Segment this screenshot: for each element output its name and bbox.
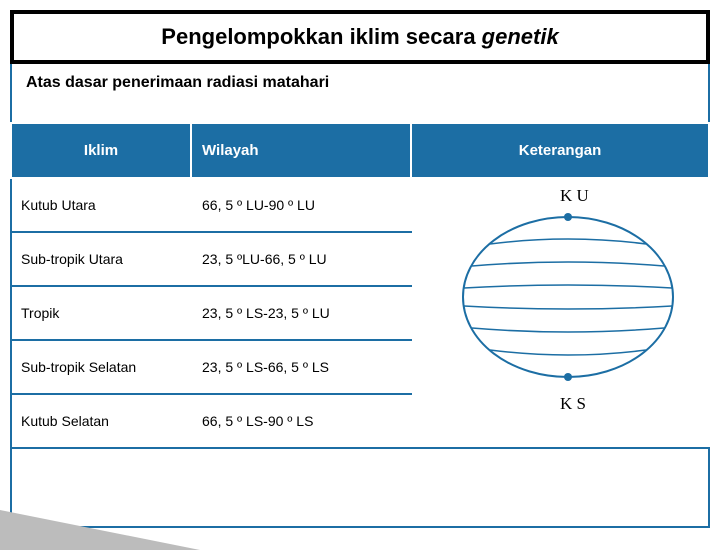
cell-iklim: Kutub Utara: [11, 178, 191, 232]
slide-frame: Pengelompokkan iklim secara genetik Atas…: [10, 10, 710, 528]
title-text: Pengelompokkan iklim secara genetik: [161, 24, 558, 49]
cell-wilayah: 23, 5 º LS-66, 5 º LS: [191, 340, 411, 394]
title-box: Pengelompokkan iklim secara genetik: [10, 10, 710, 64]
cell-wilayah: 66, 5 º LS-90 º LS: [191, 394, 411, 448]
cell-wilayah: 23, 5 ºLU-66, 5 º LU: [191, 232, 411, 286]
accent-triangle: [0, 510, 200, 550]
table-header-row: Iklim Wilayah Keterangan: [11, 123, 709, 178]
ks-label: K S: [560, 394, 586, 414]
title-prefix: Pengelompokkan iklim secara: [161, 24, 481, 49]
globe-diagram: K U K S: [442, 178, 692, 518]
col-header-iklim: Iklim: [11, 123, 191, 178]
col-header-ket: Keterangan: [411, 123, 709, 178]
cell-wilayah: 66, 5 º LU-90 º LU: [191, 178, 411, 232]
globe-icon: [458, 206, 678, 388]
cell-iklim: Sub-tropik Selatan: [11, 340, 191, 394]
ku-label: K U: [560, 186, 589, 206]
subtitle: Atas dasar penerimaan radiasi matahari: [26, 74, 329, 92]
cell-wilayah: 23, 5 º LS-23, 5 º LU: [191, 286, 411, 340]
cell-iklim: Sub-tropik Utara: [11, 232, 191, 286]
title-italic: genetik: [482, 24, 559, 49]
cell-iklim: Kutub Selatan: [11, 394, 191, 448]
cell-iklim: Tropik: [11, 286, 191, 340]
col-header-wilayah: Wilayah: [191, 123, 411, 178]
